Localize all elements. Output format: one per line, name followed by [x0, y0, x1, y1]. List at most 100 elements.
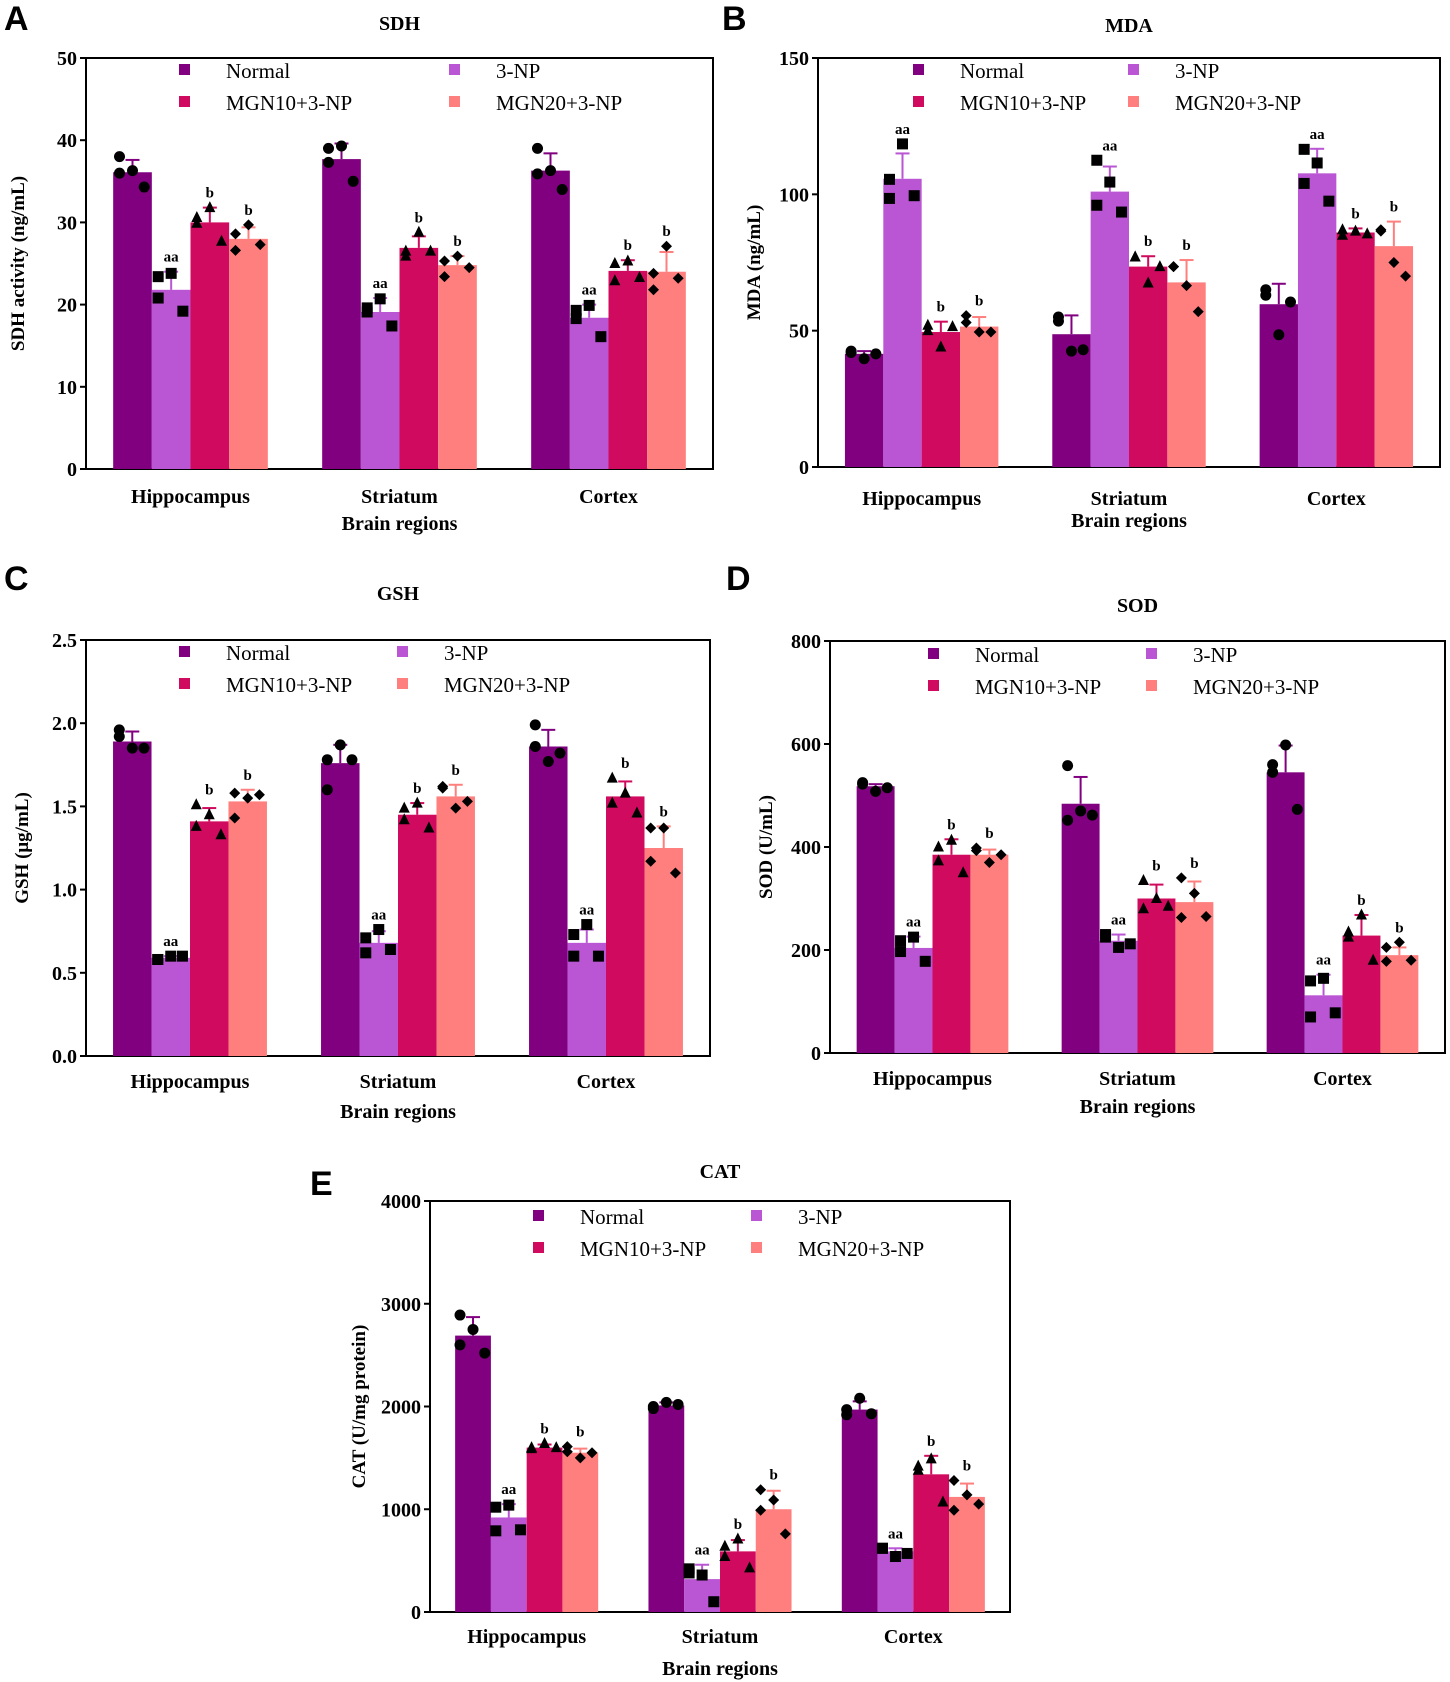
y-tick-label: 3000	[381, 1294, 421, 1316]
data-point	[881, 782, 893, 794]
data-point	[554, 747, 566, 759]
bar	[113, 172, 152, 469]
data-point	[374, 293, 386, 305]
y-tick-label: 0	[411, 1602, 421, 1624]
panel-letter: B	[722, 0, 747, 38]
data-point	[438, 255, 450, 267]
significance-label: b	[621, 756, 629, 772]
data-point	[413, 225, 425, 237]
significance-label: b	[1144, 234, 1152, 250]
data-point	[176, 950, 188, 962]
data-point	[479, 1347, 491, 1359]
data-point	[660, 240, 672, 252]
bar	[1336, 232, 1375, 467]
data-point	[672, 272, 684, 284]
significance-label: b	[1190, 856, 1198, 872]
legend-swatch	[1146, 680, 1157, 691]
legend-swatch	[751, 1242, 762, 1253]
data-point	[660, 1396, 672, 1408]
panel-letter: A	[4, 0, 29, 38]
significance-label: b	[453, 234, 461, 250]
legend-swatch	[449, 96, 460, 107]
data-point	[586, 1447, 598, 1459]
data-point	[732, 1532, 744, 1544]
y-tick-label: 800	[791, 631, 821, 653]
significance-label: b	[244, 768, 252, 784]
significance-label: b	[624, 238, 632, 254]
bar	[841, 1409, 878, 1612]
data-point	[1052, 311, 1064, 323]
data-point	[755, 1504, 767, 1516]
data-point	[973, 1498, 985, 1510]
data-point	[1200, 911, 1212, 923]
data-point	[1298, 143, 1310, 155]
x-axis-label: Brain regions	[342, 513, 458, 535]
y-tick-label: 1.0	[52, 880, 77, 902]
data-point	[467, 1323, 479, 1335]
legend-swatch	[928, 680, 939, 691]
y-tick-label: 20	[57, 295, 77, 317]
x-tick-label: Striatum	[360, 1071, 437, 1093]
bar	[1380, 955, 1419, 1053]
data-point	[858, 353, 870, 365]
x-tick-label: Cortex	[577, 1071, 636, 1093]
bar	[648, 1405, 685, 1612]
data-point	[719, 1539, 731, 1551]
data-point	[932, 854, 944, 866]
significance-label: b	[413, 781, 421, 797]
panel-letter: E	[310, 1165, 333, 1203]
y-tick-label: 4000	[381, 1191, 421, 1213]
data-point	[1367, 953, 1379, 965]
data-point	[1311, 157, 1323, 169]
significance-label: aa	[373, 276, 389, 292]
data-point	[165, 267, 177, 279]
data-point	[883, 173, 895, 185]
data-point	[1162, 899, 1174, 911]
legend-swatch	[397, 646, 408, 657]
bar	[913, 1474, 950, 1612]
data-point	[454, 1339, 466, 1351]
data-point	[532, 168, 544, 180]
panel-e: E CAT 0 1000 2000 3000 4000 CAT (U/mg protein) H…	[310, 1161, 1011, 1680]
data-point	[1192, 306, 1204, 318]
legend-label: Normal	[960, 59, 1024, 83]
data-point	[960, 316, 972, 328]
panel-d: D SOD 0 200 400 600 800 SOD (U/mL) Hippocampus aa…	[726, 560, 1446, 1118]
data-point	[254, 239, 266, 251]
significance-label: b	[937, 300, 945, 316]
data-point	[114, 167, 126, 179]
data-point	[1342, 930, 1354, 942]
data-point	[592, 950, 604, 962]
panel-a: A SDH 0 10 20 30 40 50 SDH activity (ng/mL) Hippo…	[4, 0, 714, 535]
bar	[567, 942, 606, 1056]
y-tick-label: 2.5	[52, 630, 77, 652]
significance-label: aa	[582, 283, 598, 299]
bar	[755, 1509, 792, 1612]
significance-label: aa	[695, 1543, 711, 1559]
significance-label: b	[244, 203, 252, 219]
y-axis-label: SOD (U/mL)	[756, 795, 777, 899]
legend-label: Normal	[580, 1205, 644, 1229]
bar	[606, 796, 645, 1056]
x-tick-label: Striatum	[1099, 1068, 1176, 1090]
significance-label: b	[540, 1421, 548, 1437]
data-point	[138, 181, 150, 193]
data-point	[545, 165, 557, 177]
data-point	[451, 250, 463, 262]
data-point	[1298, 177, 1310, 189]
data-point	[204, 201, 216, 213]
legend-swatch	[533, 1210, 544, 1221]
bar	[844, 353, 884, 467]
bar	[1061, 803, 1100, 1053]
data-point	[696, 1569, 708, 1581]
data-point	[870, 348, 882, 360]
data-point	[889, 1551, 901, 1563]
data-point	[1075, 805, 1087, 817]
legend-label: MGN20+3-NP	[798, 1237, 924, 1261]
data-point	[895, 946, 907, 958]
data-point	[932, 840, 944, 852]
bar	[1297, 173, 1337, 467]
bar	[190, 222, 230, 469]
legend-swatch	[751, 1210, 762, 1221]
